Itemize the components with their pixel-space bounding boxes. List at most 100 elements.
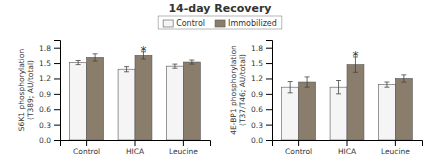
y-tick-mark xyxy=(54,48,60,49)
error-bar xyxy=(76,61,81,65)
y-tick-label: 0.6 xyxy=(39,105,51,114)
bar xyxy=(135,55,152,140)
x-tick-label: HICA xyxy=(338,147,357,156)
y-tick: 1.2 xyxy=(39,74,60,83)
y-tick: 0.3 xyxy=(39,121,60,130)
y-tick-mark xyxy=(54,78,60,79)
y-tick-mark xyxy=(54,140,60,141)
y-tick: 0.6 xyxy=(251,105,272,114)
legend-swatch xyxy=(215,20,225,27)
y-axis-title-line: (T37/T46; AU/total) xyxy=(238,54,247,126)
y-tick: 1.2 xyxy=(251,74,272,83)
y-axis-line xyxy=(54,41,61,141)
y-tick: 0.6 xyxy=(39,105,60,114)
error-bar xyxy=(384,82,389,87)
error-bar xyxy=(172,64,177,68)
y-tick-mark xyxy=(54,109,60,110)
y-tick-mark xyxy=(266,48,272,49)
legend-label: Control xyxy=(176,19,205,28)
bar xyxy=(183,62,200,140)
y-tick-mark xyxy=(266,63,272,64)
bar xyxy=(87,57,104,140)
x-tick-label: Leucine xyxy=(381,147,410,156)
bar xyxy=(70,63,87,140)
y-axis-line xyxy=(266,41,273,141)
y-axis: 0.00.30.60.91.21.51.8 xyxy=(251,41,272,145)
legend-label: Immobilized xyxy=(228,19,277,28)
bar xyxy=(347,65,364,140)
marks xyxy=(282,57,413,140)
x-tick: HICA xyxy=(126,140,145,156)
y-tick-label: 0.3 xyxy=(39,121,51,130)
error-bar xyxy=(93,54,98,61)
y-tick-mark xyxy=(266,125,272,126)
x-tick-mark xyxy=(135,140,136,146)
y-tick: 1.8 xyxy=(39,44,60,53)
y-tick-mark xyxy=(266,94,272,95)
y-axis-title: 4E-BP1 phosphorylation(T37/T46; AU/total… xyxy=(229,45,247,135)
x-axis: Control HICA Leucine xyxy=(61,140,211,156)
y-axis-title-line: (T389; AU/total) xyxy=(26,60,35,120)
y-tick-mark xyxy=(54,63,60,64)
x-tick: Control xyxy=(285,140,312,156)
bar xyxy=(395,78,412,140)
x-tick: Leucine xyxy=(169,140,198,156)
series xyxy=(282,81,396,140)
y-tick-label: 0.9 xyxy=(251,90,263,99)
legend: Control Immobilized xyxy=(158,16,282,29)
y-tick-label: 0.0 xyxy=(251,136,263,145)
error-bar xyxy=(189,60,194,64)
bar xyxy=(330,87,347,140)
y-axis-title-line: S6K1 phosphorylation xyxy=(17,49,26,132)
x-tick-mark xyxy=(395,140,396,146)
y-tick-label: 1.5 xyxy=(39,59,51,68)
y-tick-mark xyxy=(54,125,60,126)
y-tick-mark xyxy=(266,109,272,110)
annotation: * xyxy=(140,44,146,58)
marks xyxy=(70,52,201,140)
chart-root: 14-day Recovery 0.0 0.3 0.6 0.9 1.2 1.5 1.8 Cont… xyxy=(0,0,440,167)
error-bar xyxy=(305,77,310,87)
y-tick-mark xyxy=(54,94,60,95)
y-tick: 1.5 xyxy=(251,59,272,68)
x-tick: HICA xyxy=(338,140,357,156)
y-tick-label: 0.6 xyxy=(251,105,263,114)
error-bar xyxy=(288,82,293,93)
x-tick: Leucine xyxy=(381,140,410,156)
y-tick: 0.0 xyxy=(251,136,272,145)
y-axis-title: S6K1 phosphorylation(T389; AU/total) xyxy=(17,49,35,132)
bar xyxy=(166,66,183,140)
x-axis-line xyxy=(273,141,423,147)
chart-title: 14-day Recovery xyxy=(168,2,271,15)
bar xyxy=(378,85,395,140)
y-axis-title-line: 4E-BP1 phosphorylation xyxy=(229,45,238,135)
plot: 0.0 0.3 0.6 0.9 1.2 1.5 1.8 Control HICA Leucine S… xyxy=(17,41,211,157)
y-tick: 0.9 xyxy=(39,90,60,99)
y-axis: 0.0 0.3 0.6 0.9 1.2 1.5 1.8 xyxy=(39,41,60,145)
legend-frame xyxy=(158,16,282,29)
x-tick-mark xyxy=(347,140,348,146)
y-tick-label: 0.9 xyxy=(39,90,51,99)
y-tick: 0.0 xyxy=(39,136,60,145)
x-tick: Control xyxy=(73,140,100,156)
y-tick-label: 1.8 xyxy=(251,44,263,53)
x-tick-mark xyxy=(183,140,184,146)
y-tick-label: 1.2 xyxy=(251,74,263,83)
x-tick-label: Control xyxy=(73,147,100,156)
y-tick-mark xyxy=(266,78,272,79)
y-tick-mark xyxy=(266,140,272,141)
x-tick-mark xyxy=(86,140,87,146)
x-axis: Control HICA Leucine xyxy=(273,140,423,156)
y-tick-label: 1.2 xyxy=(39,74,51,83)
y-tick-label: 1.5 xyxy=(251,59,263,68)
x-tick-label: Control xyxy=(285,147,312,156)
y-tick: 0.9 xyxy=(251,90,272,99)
series xyxy=(87,52,201,140)
error-bar xyxy=(124,67,129,72)
annotation: * xyxy=(352,49,358,63)
x-tick-label: HICA xyxy=(126,147,145,156)
bar xyxy=(282,87,299,140)
error-bar xyxy=(401,75,406,82)
x-axis-line xyxy=(61,141,211,147)
y-tick: 1.8 xyxy=(251,44,272,53)
